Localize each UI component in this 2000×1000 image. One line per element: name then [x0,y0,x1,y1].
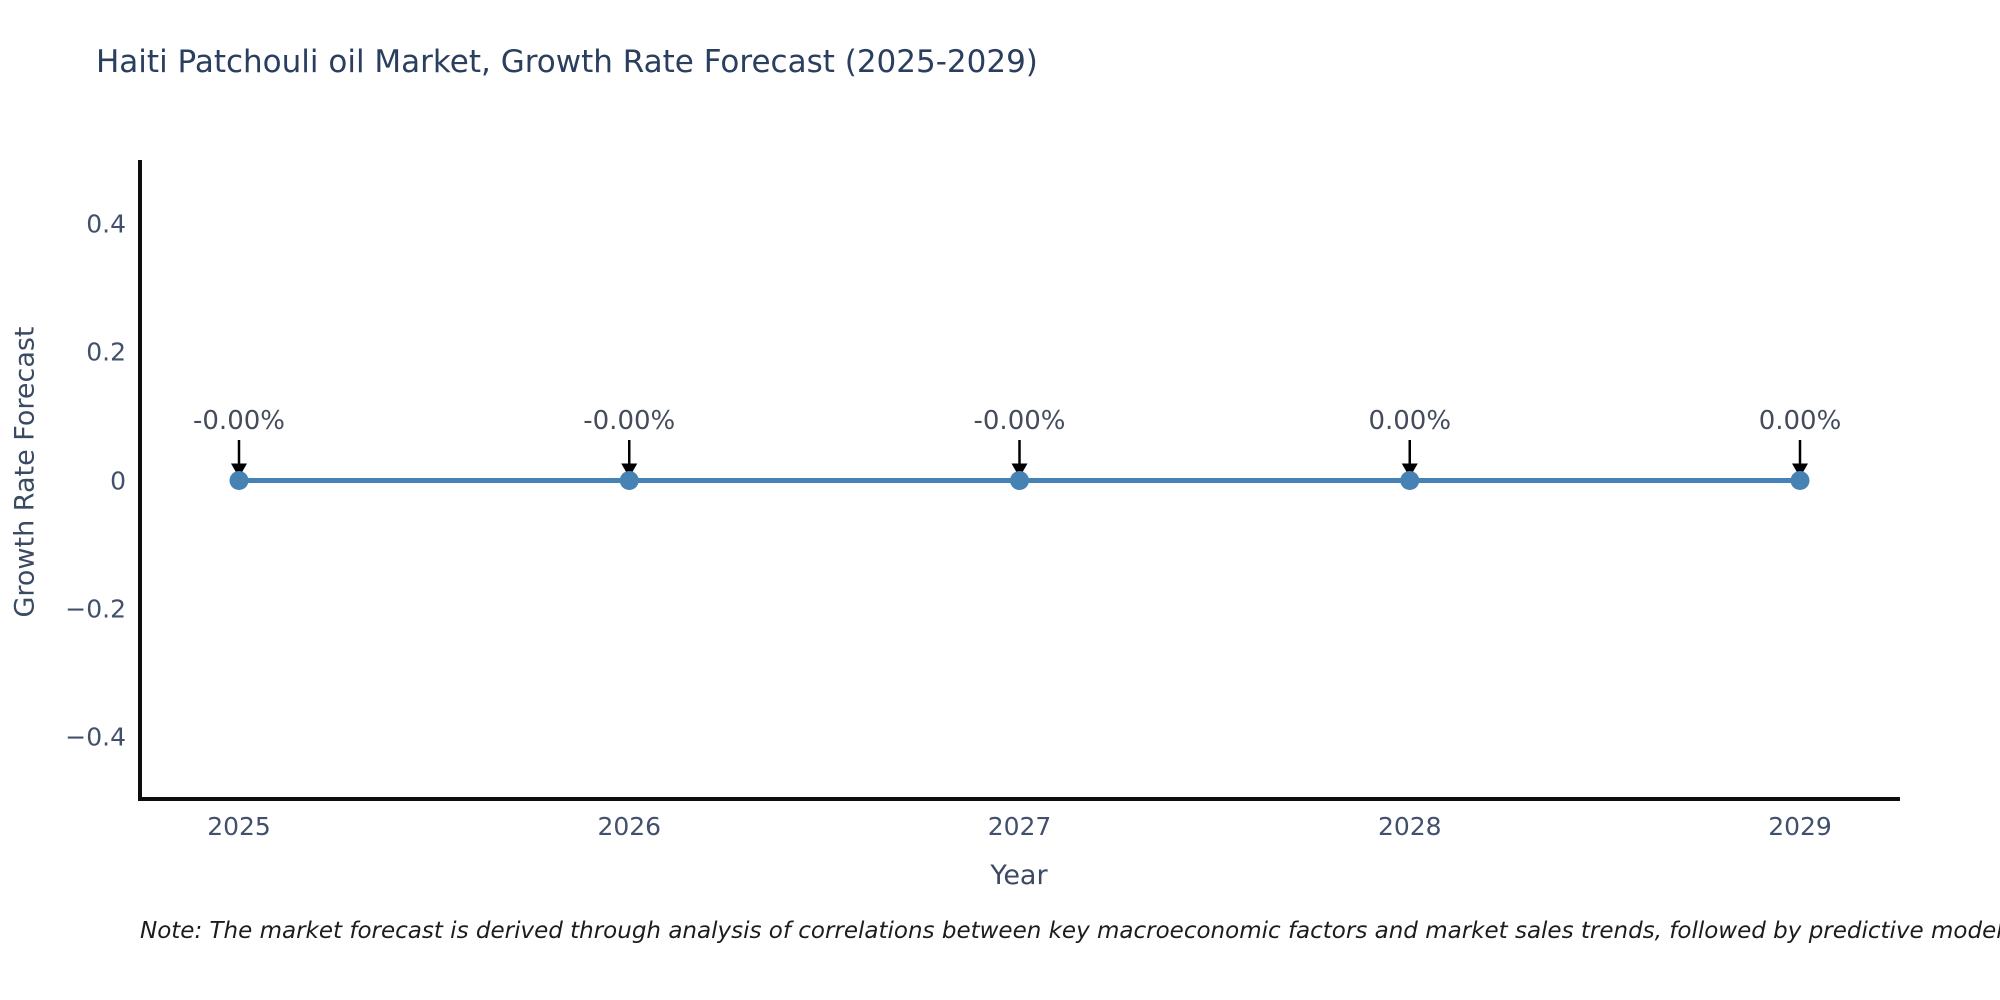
y-tick-label: −0.2 [65,594,126,624]
data-point-marker [1790,471,1810,490]
data-point-marker [1010,471,1029,490]
data-point-marker [229,471,249,490]
annotation-label: -0.00% [193,406,285,436]
y-tick-label: 0.4 [86,209,126,239]
annotation-label: -0.00% [973,406,1066,436]
y-tick-label: 0.2 [86,337,126,367]
annotation-arrow-head [1401,463,1418,478]
annotation-arrow-head [231,463,247,478]
annotation-label: 0.00% [1758,406,1842,436]
annotation-label: -0.00% [583,406,676,436]
data-point-marker [619,471,639,490]
chart-title: Haiti Patchouli oil Market, Growth Rate … [96,44,1038,80]
x-tick-label: 2025 [207,812,271,841]
footnote: Note: The market forecast is derived thr… [140,918,2000,944]
plot-area [138,160,1900,801]
annotation-arrow-head [1792,463,1808,478]
annotation-arrow-head [621,463,638,478]
x-axis-title: Year [990,860,1048,891]
data-point-marker [1400,471,1420,490]
annotation-label: 0.00% [1368,406,1452,436]
x-tick-label: 2027 [987,812,1052,841]
x-tick-label: 2028 [1377,812,1442,841]
annotation-arrow-head [1011,463,1028,478]
y-tick-label: −0.4 [65,722,126,752]
x-tick-label: 2026 [597,812,662,841]
x-tick-label: 2029 [1768,812,1832,841]
y-tick-label: 0 [110,466,126,495]
